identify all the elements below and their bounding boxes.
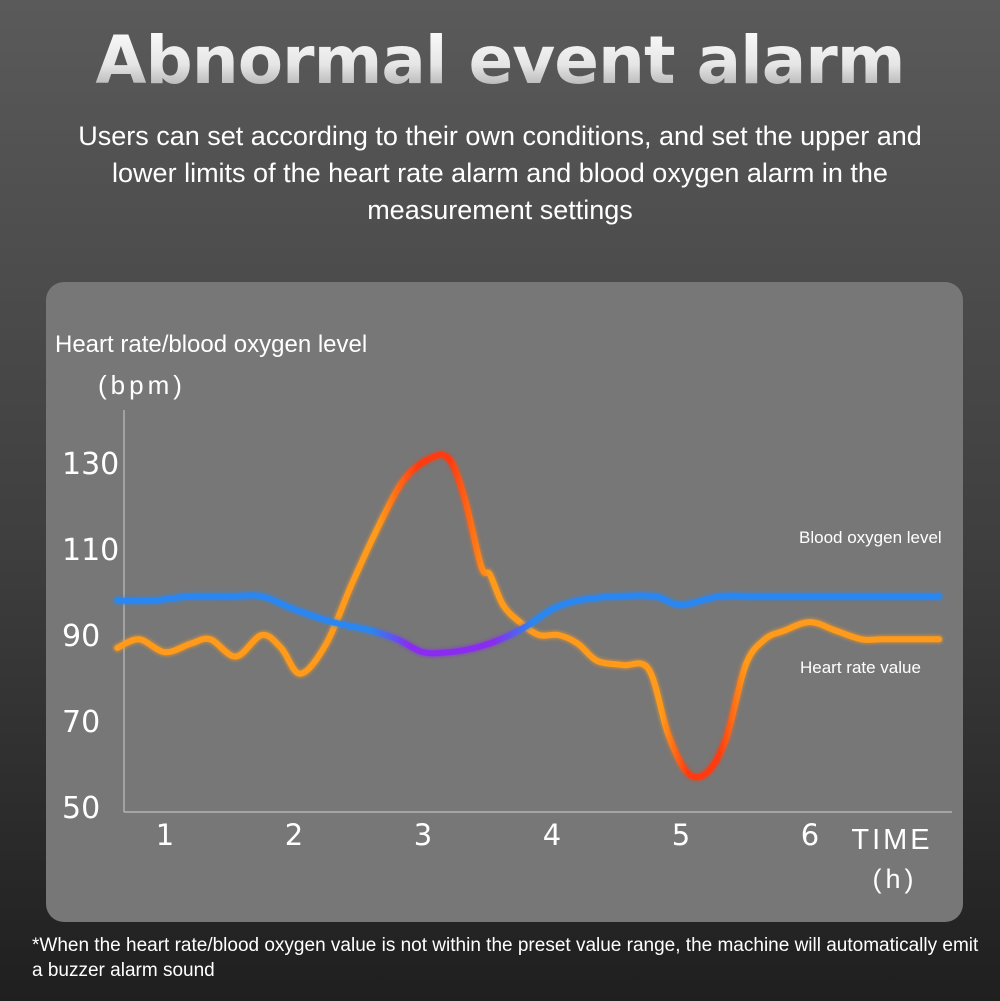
page-title: Abnormal event alarm — [0, 22, 1000, 99]
page-subtitle: Users can set according to their own con… — [78, 121, 922, 225]
x-tick-label: 2 — [285, 818, 303, 852]
y-tick-label: 90 — [62, 619, 100, 654]
y-tick-label: 70 — [62, 705, 100, 740]
blood-oxygen-line — [114, 592, 942, 657]
x-tick-label: 4 — [543, 818, 561, 852]
legend-heart-rate: Heart rate value — [800, 658, 921, 677]
x-tick-label: 1 — [156, 818, 174, 852]
x-axis-label: TIME — [851, 824, 932, 856]
y-axis-label: Heart rate/blood oxygen level — [55, 331, 367, 358]
footnote: *When the heart rate/blood oxygen value … — [32, 935, 979, 981]
x-tick-label: 6 — [801, 818, 819, 852]
legend-blood-oxygen: Blood oxygen level — [799, 528, 942, 547]
x-tick-label: 3 — [414, 818, 432, 852]
x-tick-label: 5 — [672, 818, 690, 852]
y-axis-unit: (bpm) — [98, 370, 186, 400]
y-tick-label: 130 — [62, 447, 119, 482]
heart-rate-line — [114, 451, 942, 781]
y-tick-label: 110 — [62, 533, 119, 568]
y-tick-label: 50 — [62, 791, 100, 826]
x-axis-unit: (h) — [873, 864, 918, 894]
heart-rate-line-glow — [112, 450, 944, 782]
